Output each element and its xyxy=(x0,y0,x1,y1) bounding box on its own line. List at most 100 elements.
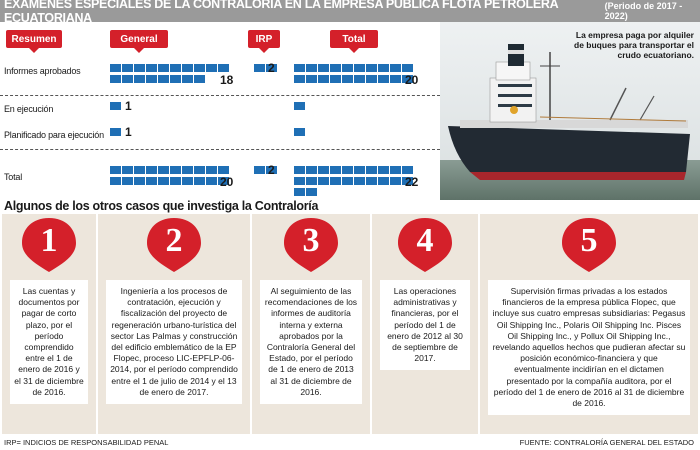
bar-segment-general xyxy=(194,177,205,185)
bar-segment-total xyxy=(342,75,353,83)
case-text: Supervisión firmas privadas a los estado… xyxy=(488,280,690,416)
bar-segment-total xyxy=(318,64,329,72)
bar-segment-total xyxy=(390,75,401,83)
bar-segment-total xyxy=(306,177,317,185)
bar-segment-general xyxy=(158,64,169,72)
bar-segment-total xyxy=(294,177,305,185)
bar-segment-general xyxy=(218,166,229,174)
row-label-informes: Informes aprobados xyxy=(4,66,81,76)
bar-segment-general xyxy=(170,75,181,83)
bar-segment-total xyxy=(294,166,305,174)
value-label-general: 20 xyxy=(220,175,234,189)
case-number: 4 xyxy=(416,222,434,259)
bar-segment-total xyxy=(306,75,317,83)
bar-segment-total xyxy=(378,75,389,83)
value-label-general: 18 xyxy=(220,73,234,87)
bar-segment-irp xyxy=(254,64,265,72)
case-text: Las cuentas y documentos por pagar de co… xyxy=(10,280,88,405)
bar-segment-general xyxy=(218,64,229,72)
row-label-total: Total xyxy=(4,172,23,182)
bar-segment-total xyxy=(294,64,305,72)
ship-icon xyxy=(440,22,700,200)
bar-segment-total xyxy=(354,75,365,83)
bar-segment-general xyxy=(158,166,169,174)
column-badge-total: Total xyxy=(330,30,378,53)
bar-segment-total xyxy=(294,75,305,83)
bar-segment-general xyxy=(194,166,205,174)
bar-segment-general xyxy=(134,75,145,83)
bar-segment-total xyxy=(354,177,365,185)
bar-segment-total xyxy=(378,177,389,185)
value-label-total: 22 xyxy=(405,175,419,189)
bar-segment-total xyxy=(390,177,401,185)
bar-segment-total xyxy=(330,177,341,185)
bar-segment-general xyxy=(206,166,217,174)
bar-segment-general xyxy=(158,75,169,83)
bar-segment-irp xyxy=(266,166,277,174)
column-badge-resumen: Resumen xyxy=(6,30,62,53)
value-label-general: 1 xyxy=(125,99,132,113)
bar-segment-total xyxy=(402,177,413,185)
ship-photo: La empresa paga por alquiler de buques p… xyxy=(440,22,700,200)
case-number: 3 xyxy=(302,222,320,259)
bar-segment-general xyxy=(110,64,121,72)
page-title: EXÁMENES ESPECIALES DE LA CONTRALORÍA EN… xyxy=(4,0,558,25)
bar-segment-total xyxy=(354,64,365,72)
bar-segment-total xyxy=(390,64,401,72)
bar-segment-general xyxy=(170,64,181,72)
bar-segment-general xyxy=(194,75,205,83)
case-text: Ingeniería a los procesos de contratació… xyxy=(106,280,242,405)
footer-source: FUENTE: CONTRALORÍA GENERAL DEL ESTADO xyxy=(519,438,694,447)
footer-note: IRP= INDICIOS DE RESPONSABILIDAD PENAL xyxy=(4,438,169,447)
bar-segment-total xyxy=(318,177,329,185)
value-label-irp: 2 xyxy=(268,163,275,177)
bar-segment-total xyxy=(366,166,377,174)
bar-segment-irp xyxy=(254,166,265,174)
value-label-irp: 2 xyxy=(268,61,275,75)
bar-segment-total xyxy=(306,166,317,174)
bar-segment-general xyxy=(122,166,133,174)
bar-segment-general xyxy=(182,177,193,185)
bar-segment-general xyxy=(146,177,157,185)
bar-segment-general xyxy=(158,177,169,185)
cases-title: Algunos de los otros casos que investiga… xyxy=(4,199,319,213)
bar-segment-total xyxy=(366,75,377,83)
footer: IRP= INDICIOS DE RESPONSABILIDAD PENAL F… xyxy=(0,436,700,450)
bar-segment-general xyxy=(146,166,157,174)
bar-segment-total xyxy=(354,166,365,174)
map-pin-icon: 4 xyxy=(394,216,456,274)
bar-segment-total xyxy=(318,166,329,174)
row-label-ejecucion: En ejecución xyxy=(4,104,54,114)
bar-segment-general xyxy=(134,64,145,72)
case-text: Las operaciones administrativas y financ… xyxy=(380,280,470,371)
bar-segment-general xyxy=(206,177,217,185)
title-bar: EXÁMENES ESPECIALES DE LA CONTRALORÍA EN… xyxy=(0,0,700,25)
bar-segment-general xyxy=(110,128,121,136)
bar-segment-total xyxy=(402,75,413,83)
case-number: 2 xyxy=(165,222,183,259)
bar-segment-total xyxy=(342,166,353,174)
bar-segment-general xyxy=(170,177,181,185)
bar-segment-general xyxy=(110,166,121,174)
bar-segment-general xyxy=(122,75,133,83)
bar-segment-total xyxy=(366,177,377,185)
bar-segment-general xyxy=(146,64,157,72)
map-pin-icon: 1 xyxy=(18,216,80,274)
bar-segment-general xyxy=(182,64,193,72)
case-text: Al seguimiento de las recomendaciones de… xyxy=(260,280,362,405)
map-pin-icon: 3 xyxy=(280,216,342,274)
bar-segment-total xyxy=(390,166,401,174)
page-period: (Periodo de 2017 - 2022) xyxy=(604,1,683,21)
bar-segment-general xyxy=(194,64,205,72)
bar-segment-general xyxy=(182,166,193,174)
row-divider xyxy=(0,95,440,96)
bar-segment-total xyxy=(330,64,341,72)
bar-segment-total xyxy=(342,64,353,72)
value-label-general: 1 xyxy=(125,125,132,139)
bar-segment-general xyxy=(206,64,217,72)
bar-segment-total xyxy=(330,75,341,83)
bar-segment-total xyxy=(402,166,413,174)
bar-segment-total xyxy=(378,64,389,72)
column-badge-irp: IRP xyxy=(248,30,280,53)
bar-segment-irp xyxy=(266,64,277,72)
